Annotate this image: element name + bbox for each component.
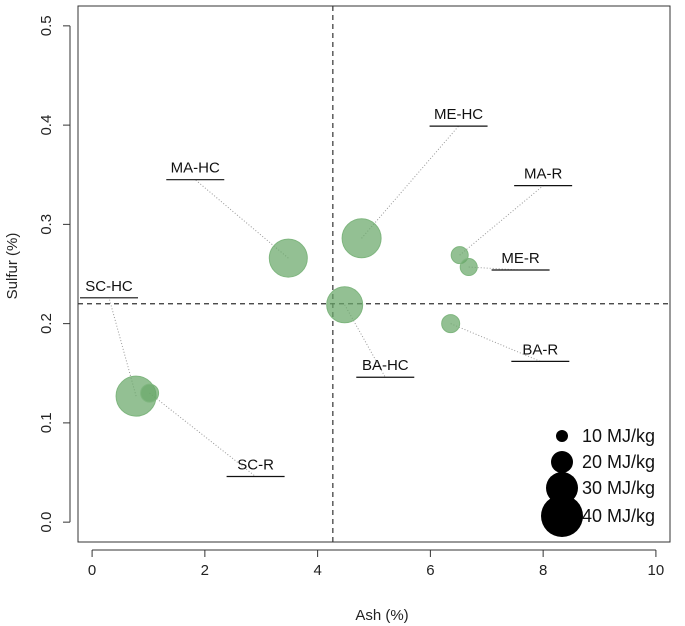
connector-ma-hc: [194, 179, 289, 259]
legend-symbol: [551, 451, 573, 473]
point-sc-r: [140, 383, 160, 403]
legend-symbol: [556, 430, 568, 442]
x-tick-label: 6: [426, 562, 434, 579]
point-ma-hc: [268, 238, 308, 278]
x-tick-label: 0: [88, 562, 96, 579]
legend-label: 10 MJ/kg: [582, 426, 655, 446]
point-label-sc-hc: SC-HC: [85, 278, 133, 295]
point-label-me-r: ME-R: [501, 250, 539, 267]
legend-label: 30 MJ/kg: [582, 478, 655, 498]
point-label-me-hc: ME-HC: [434, 106, 483, 123]
y-tick-label: 0.0: [38, 512, 55, 533]
legend-label: 40 MJ/kg: [582, 506, 655, 526]
plot-frame: [77, 5, 671, 543]
legend-symbol: [541, 495, 583, 537]
connector-me-hc: [361, 125, 459, 239]
connector-sc-hc: [108, 297, 137, 397]
legend-symbol: [546, 472, 578, 504]
y-tick-label: 0.1: [38, 412, 55, 433]
point-ba-hc: [326, 286, 364, 324]
point-me-r: [459, 258, 478, 277]
legend: 10 MJ/kg 20 MJ/kg 30 MJ/kg 40 MJ/kg: [541, 426, 655, 537]
x-tick-label: 4: [313, 562, 321, 579]
point-label-ma-hc: MA-HC: [171, 160, 220, 177]
x-tick-label: 8: [539, 562, 547, 579]
x-axis-title: Ash (%): [355, 607, 408, 624]
point-ma-r: [450, 246, 469, 265]
y-tick-label: 0.3: [38, 214, 55, 235]
connector-ma-r: [459, 185, 544, 256]
point-label-ba-hc: BA-HC: [362, 357, 409, 374]
point-me-hc: [341, 218, 382, 259]
x-tick-label: 2: [201, 562, 209, 579]
y-axis-title: Sulfur (%): [4, 233, 21, 300]
y-tick-label: 0.2: [38, 313, 55, 334]
y-tick-label: 0.5: [38, 15, 55, 36]
point-label-sc-r: SC-R: [237, 456, 274, 473]
point-label-ba-r: BA-R: [522, 341, 558, 358]
point-ba-r: [441, 314, 461, 334]
x-tick-label: 10: [648, 562, 665, 579]
connector-ba-hc: [344, 304, 386, 378]
connector-ba-r: [450, 323, 541, 362]
point-label-ma-r: MA-R: [524, 166, 562, 183]
legend-label: 20 MJ/kg: [582, 452, 655, 472]
y-tick-label: 0.4: [38, 115, 55, 136]
